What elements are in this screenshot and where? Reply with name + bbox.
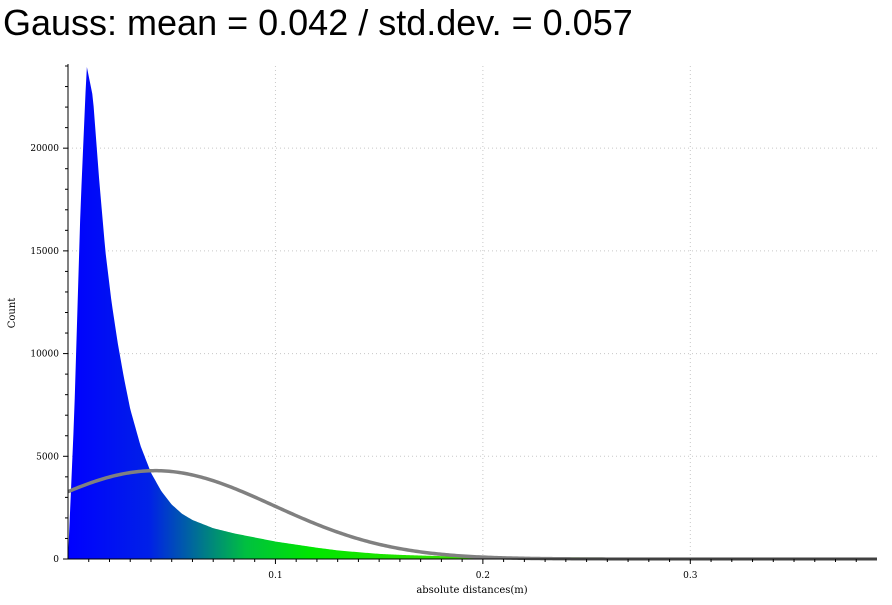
x-axis-label: absolute distances(m): [416, 585, 527, 596]
y-tick-label: 20000: [30, 144, 59, 154]
grid-lines: [68, 66, 877, 559]
histogram-area: [68, 67, 877, 559]
axes: 0 5000 10000 15000 20000 0.1 0.2 0.3: [30, 64, 877, 581]
y-tick-label: 0: [53, 555, 59, 565]
y-tick-label: 15000: [30, 247, 59, 257]
x-tick-label: 0.3: [683, 571, 698, 581]
x-tick-label: 0.1: [268, 571, 282, 581]
chart-title: Gauss: mean = 0.042 / std.dev. = 0.057: [3, 2, 633, 43]
y-tick-label: 10000: [30, 350, 59, 360]
y-tick-label: 5000: [36, 452, 59, 462]
y-axis-label: Count: [7, 298, 18, 329]
histogram-bars: [68, 67, 877, 559]
x-tick-label: 0.2: [476, 571, 490, 581]
